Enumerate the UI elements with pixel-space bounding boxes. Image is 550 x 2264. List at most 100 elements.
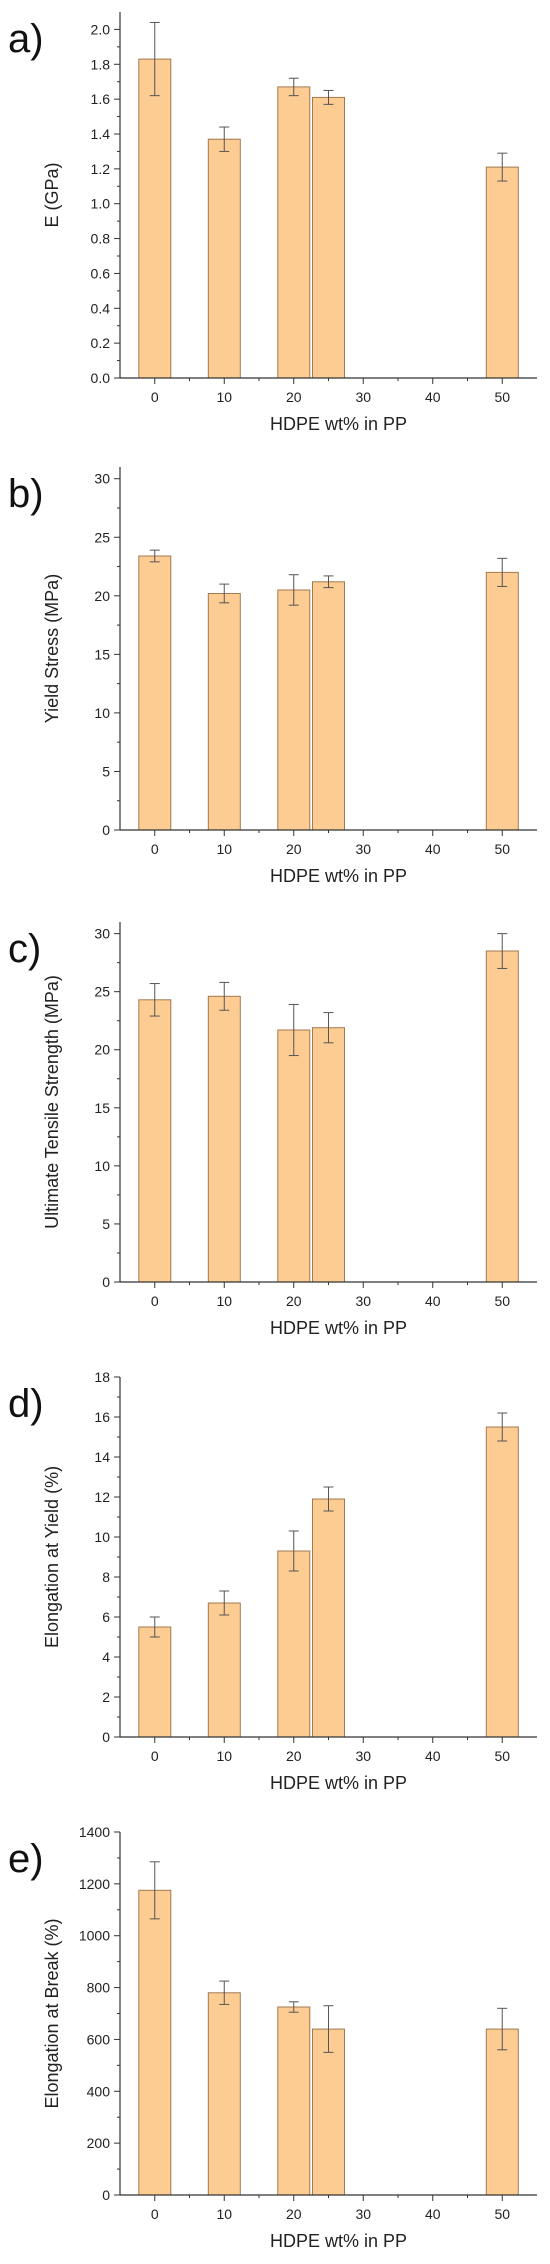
y-tick-label: 0 <box>102 1274 110 1290</box>
y-tick-label: 16 <box>94 1409 110 1425</box>
x-tick-label: 40 <box>425 841 441 857</box>
bar <box>138 58 172 379</box>
x-tick-label: 40 <box>425 1748 441 1764</box>
y-tick-label: 1400 <box>79 1824 110 1840</box>
y-tick-label: 10 <box>94 1529 110 1545</box>
x-tick-label: 0 <box>151 1748 159 1764</box>
x-tick-label: 50 <box>494 1748 510 1764</box>
error-bar <box>497 557 508 587</box>
chart-panel-d: d) 0 2 4 6 8 10 12 14 16 18 0 10 20 30 40 50 HDPE wt% in … <box>8 1369 537 1793</box>
y-tick-label: 1200 <box>79 1876 110 1892</box>
panel-label: c) <box>8 927 41 971</box>
chart-panel-a: a) 0.0 0.2 0.4 0.6 0.8 1.0 1.2 1.4 1.6 1.8 2.0 0 10 20… <box>8 12 537 434</box>
bar <box>277 1550 311 1738</box>
panel-label: e) <box>8 1837 44 1881</box>
x-tick-label: 30 <box>355 1293 371 1309</box>
y-tick-label: 1.2 <box>91 161 111 177</box>
y-tick-label: 10 <box>94 705 110 721</box>
y-tick-label: 0 <box>102 2187 110 2203</box>
error-bar <box>323 1486 334 1512</box>
x-tick-label: 10 <box>216 1293 232 1309</box>
y-axis-title: E (GPa) <box>42 162 62 227</box>
error-bar <box>323 89 334 105</box>
x-tick-label: 0 <box>151 2206 159 2222</box>
error-bar <box>219 1590 230 1616</box>
y-tick-label: 2.0 <box>91 21 111 37</box>
bar <box>138 1889 172 2196</box>
y-axis-title: Ultimate Tensile Strength (MPa) <box>42 975 62 1229</box>
error-bar <box>497 152 508 182</box>
y-tick-label: 20 <box>94 588 110 604</box>
bar <box>277 1029 311 1283</box>
x-tick-label: 20 <box>286 1293 302 1309</box>
bar <box>277 589 311 831</box>
x-tick-label: 20 <box>286 2206 302 2222</box>
bar <box>485 166 519 379</box>
x-tick-label: 0 <box>151 1293 159 1309</box>
x-tick-label: 40 <box>425 2206 441 2222</box>
error-bar <box>323 2005 334 2053</box>
y-tick-label: 15 <box>94 1100 110 1116</box>
y-tick-label: 0.2 <box>91 335 111 351</box>
error-bar <box>497 933 508 969</box>
error-bar <box>323 575 334 589</box>
bar <box>207 1602 241 1738</box>
x-tick-label: 10 <box>216 2206 232 2222</box>
bar <box>312 2028 345 2196</box>
y-tick-label: 0.6 <box>91 265 111 281</box>
y-tick-label: 0 <box>102 822 110 838</box>
y-tick-label: 12 <box>94 1489 110 1505</box>
x-tick-label: 20 <box>286 841 302 857</box>
bar <box>138 1626 172 1738</box>
bar <box>138 999 172 1283</box>
y-tick-label: 25 <box>94 984 110 1000</box>
bar <box>485 1426 519 1738</box>
panel-label: d) <box>8 1382 44 1426</box>
x-tick-label: 10 <box>216 1748 232 1764</box>
x-tick-label: 40 <box>425 389 441 405</box>
x-tick-label: 50 <box>494 389 510 405</box>
error-bar <box>497 2007 508 2051</box>
y-axis-title: Yield Stress (MPa) <box>42 574 62 723</box>
y-tick-label: 30 <box>94 926 110 942</box>
error-bar <box>219 981 230 1011</box>
error-bar <box>288 574 299 606</box>
error-bar <box>149 1616 160 1638</box>
chart-panel-c: c) 0 5 10 15 20 25 30 0 10 20 30 40 50 HDPE wt% in PP U… <box>8 922 537 1338</box>
y-tick-label: 5 <box>102 1216 110 1232</box>
y-tick-label: 1.0 <box>91 196 111 212</box>
y-tick-label: 20 <box>94 1042 110 1058</box>
bar <box>207 1992 241 2196</box>
bar <box>485 2028 519 2196</box>
x-axis-title: HDPE wt% in PP <box>270 1773 407 1793</box>
error-bar <box>497 1412 508 1442</box>
chart-panel-b: b) 0 5 10 15 20 25 30 0 10 20 30 40 50 HDPE wt% in PP Y… <box>8 467 537 886</box>
y-tick-label: 5 <box>102 763 110 779</box>
error-bar <box>149 21 160 97</box>
x-tick-label: 20 <box>286 1748 302 1764</box>
bar <box>312 1498 345 1738</box>
y-tick-label: 15 <box>94 646 110 662</box>
y-tick-label: 400 <box>87 2083 111 2099</box>
x-tick-label: 50 <box>494 1293 510 1309</box>
y-tick-label: 30 <box>94 471 110 487</box>
y-tick-label: 14 <box>94 1449 110 1465</box>
error-bar <box>288 77 299 97</box>
bar <box>207 593 241 831</box>
y-tick-label: 18 <box>94 1369 110 1385</box>
x-tick-label: 50 <box>494 2206 510 2222</box>
x-tick-label: 0 <box>151 389 159 405</box>
y-tick-label: 8 <box>102 1569 110 1585</box>
y-tick-label: 0.8 <box>91 231 111 247</box>
x-tick-label: 10 <box>216 389 232 405</box>
y-tick-label: 2 <box>102 1689 110 1705</box>
x-axis-title: HDPE wt% in PP <box>270 414 407 434</box>
x-tick-label: 20 <box>286 389 302 405</box>
x-axis-title: HDPE wt% in PP <box>270 2231 407 2251</box>
error-bar <box>219 583 230 604</box>
bar <box>277 2006 311 2196</box>
panel-label: b) <box>8 472 44 516</box>
y-tick-label: 1000 <box>79 1928 110 1944</box>
y-tick-label: 600 <box>87 2031 111 2047</box>
y-tick-label: 6 <box>102 1609 110 1625</box>
